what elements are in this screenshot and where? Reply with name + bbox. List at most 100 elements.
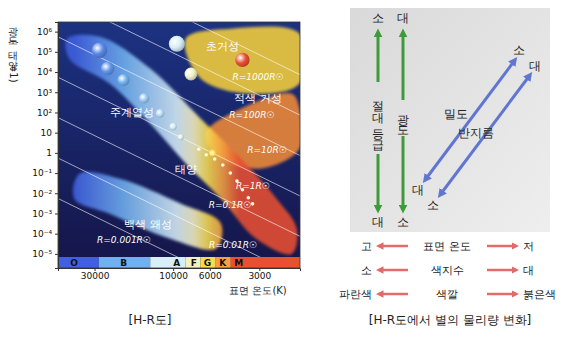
spectral-label: A xyxy=(173,258,180,268)
star xyxy=(118,74,130,86)
scale-label: 밀도 xyxy=(444,107,468,121)
tick-mark xyxy=(55,72,58,73)
arrow xyxy=(402,136,405,210)
star xyxy=(178,134,184,140)
scale-label: 색지수 xyxy=(431,264,464,277)
tick: 10⁻⁵ xyxy=(32,249,58,259)
tick: 10⁻³ xyxy=(32,209,58,219)
tick-mark xyxy=(55,133,58,134)
radius-label: R=100R☉ xyxy=(229,110,274,120)
plot-frame xyxy=(58,22,300,268)
tick-label: 10⁵ xyxy=(37,47,52,57)
tick: 10⁴ xyxy=(37,67,58,77)
star xyxy=(235,53,249,67)
radius-label: R=10R☉ xyxy=(247,145,287,155)
radius-label: R=0.1R☉ xyxy=(209,200,251,210)
tick-label: 6000 xyxy=(199,271,222,281)
spectral-label: M xyxy=(234,258,243,268)
star xyxy=(169,36,185,52)
tick: 10⁶ xyxy=(37,27,58,37)
scale-end: 소 xyxy=(372,11,384,25)
radius-line xyxy=(58,22,300,115)
tick-mark xyxy=(55,193,58,194)
tick-mark xyxy=(55,173,58,174)
tick: 3000 xyxy=(248,268,271,281)
arrow xyxy=(487,293,516,296)
tick: 10² xyxy=(37,108,58,118)
tick-label: 10⁻³ xyxy=(32,209,52,219)
arrow xyxy=(440,75,530,195)
tick-label: 10² xyxy=(37,108,52,118)
star xyxy=(170,123,177,130)
region-label: 적색 거성 xyxy=(234,92,282,105)
radius-line xyxy=(58,22,300,75)
spectral-band xyxy=(215,257,231,268)
radius-line xyxy=(58,118,300,237)
tick-label: 10³ xyxy=(37,88,52,98)
scale-label: 절대 등급 xyxy=(371,92,385,151)
tick-label: 10⁻⁴ xyxy=(32,229,52,239)
scale-end: 소 xyxy=(427,198,439,212)
radius-line xyxy=(58,77,300,196)
arrow xyxy=(379,245,408,248)
region-label: 초거성 xyxy=(206,40,239,53)
scale-label: 색깔 xyxy=(436,288,458,301)
tick-mark xyxy=(55,213,58,214)
main-sequence-point xyxy=(251,202,255,206)
tick: 10⁵ xyxy=(37,47,58,57)
arrow xyxy=(487,245,516,248)
sun-label: 태양 xyxy=(175,163,197,176)
arrow xyxy=(487,269,516,272)
spectral-label: G xyxy=(204,258,211,268)
arrow xyxy=(379,269,408,272)
radius-line xyxy=(58,158,300,268)
tick-mark xyxy=(55,92,58,93)
caption: [H-R도] xyxy=(128,313,171,327)
scale-end: 저 xyxy=(523,240,534,253)
scale-label: 광도 xyxy=(396,106,410,135)
scale-label: 표면 온도 xyxy=(423,240,471,253)
tick: 10000 xyxy=(159,268,188,281)
main-sequence-point xyxy=(221,163,225,167)
region xyxy=(185,26,300,93)
tick-label: 10⁻⁵ xyxy=(32,249,52,259)
tick-label: 10⁶ xyxy=(37,27,52,37)
radius-line xyxy=(58,37,300,156)
star xyxy=(139,93,149,103)
tick-label: 10⁴ xyxy=(37,67,52,77)
spectral-band xyxy=(185,257,200,268)
spectral-band xyxy=(99,257,150,268)
star xyxy=(101,62,114,75)
radius-label: R=0.01R☉ xyxy=(209,240,257,250)
main-sequence-point xyxy=(229,171,233,175)
tick-label: 30000 xyxy=(81,271,110,281)
spectral-band xyxy=(58,257,99,268)
region-label: 주계열성 xyxy=(110,106,154,119)
x-axis-title: 표면 온도(K) xyxy=(229,285,287,296)
tick: 10⁻¹ xyxy=(32,168,58,178)
figure: 초거성적색 거성주계열성백색 왜성R=1000R☉R=100R☉R=10R☉R=… xyxy=(0,0,563,343)
scale-label: 반지름 xyxy=(458,126,494,140)
axis-line xyxy=(55,23,59,269)
region xyxy=(65,35,297,255)
main-sequence-point xyxy=(204,153,208,157)
scale-end: 붉은색 xyxy=(523,288,556,301)
arrow xyxy=(425,60,515,180)
scale-end: 파란색 xyxy=(339,288,372,301)
tick: 1 xyxy=(46,148,58,158)
tick: 10⁻² xyxy=(32,189,58,199)
arrow xyxy=(402,32,405,100)
scale-end: 소 xyxy=(513,43,525,57)
tick-mark xyxy=(55,52,58,53)
arrow xyxy=(379,293,408,296)
tick-mark xyxy=(55,254,58,255)
tick-label: 3000 xyxy=(248,271,271,281)
star xyxy=(92,43,107,58)
tick: 10³ xyxy=(37,88,58,98)
spectral-band xyxy=(231,257,300,268)
tick-mark xyxy=(55,234,58,235)
spectral-label: O xyxy=(70,258,78,268)
plot-area xyxy=(58,22,300,268)
scale-end: 대 xyxy=(372,215,384,229)
tick: 30000 xyxy=(81,268,110,281)
